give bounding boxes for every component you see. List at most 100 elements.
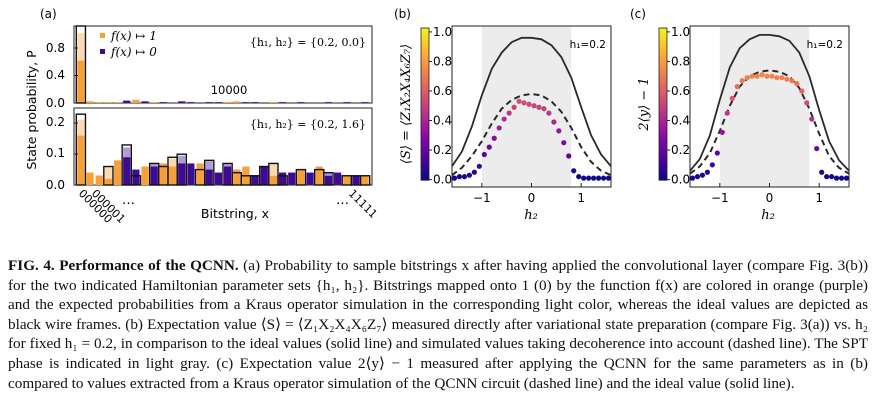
colorbar-segment	[659, 172, 667, 177]
measured-point	[496, 125, 502, 131]
measured-bar	[306, 172, 314, 185]
y-tick-label: 0.4	[433, 114, 452, 128]
colorbar-segment	[421, 31, 429, 37]
measured-bar	[132, 99, 140, 103]
measured-point	[819, 169, 825, 175]
colorbar-frame	[658, 27, 668, 181]
measured-point	[729, 95, 735, 101]
measured-bar	[334, 172, 342, 185]
colorbar-segment	[421, 142, 429, 147]
measured-bar	[159, 163, 167, 185]
measured-point	[734, 83, 740, 90]
measured-point	[809, 116, 815, 122]
colorbar-segment	[659, 164, 667, 170]
measured-bar	[141, 101, 149, 103]
measured-bar	[113, 102, 122, 103]
measured-point	[526, 101, 532, 107]
colorbar-segment	[659, 85, 667, 90]
measured-bar	[150, 102, 158, 103]
colorbar-segment	[659, 96, 667, 101]
measured-bar	[361, 175, 369, 185]
ideal-frame	[75, 25, 87, 104]
colorbar-segment	[421, 145, 429, 151]
colorbar-segment	[421, 126, 429, 132]
measured-bar	[123, 100, 131, 103]
colorbar-frame	[420, 27, 430, 181]
panel-b-colorbar: 0.0 0.2 0.4 0.6 0.8 1.0	[420, 25, 452, 187]
panel-c-plot: −1 0 1	[689, 25, 850, 205]
panel-a-tag: (a)	[40, 7, 57, 21]
colorbar-segment	[421, 107, 429, 113]
colorbar-segment	[421, 81, 429, 86]
ideal-line	[689, 34, 850, 172]
measured-point	[576, 174, 582, 180]
colorbar-segment	[421, 39, 429, 44]
panel-b-ylabel: ⟨S⟩ = ⟨Z₁X₂X₄X₆Z₇⟩	[399, 44, 414, 164]
y-tick-label: 0.0	[671, 173, 690, 187]
colorbar-segment	[421, 157, 429, 162]
measured-bar	[343, 175, 351, 185]
measured-bar	[343, 102, 351, 103]
colorbar-segment	[659, 39, 667, 44]
colorbar-segment	[659, 50, 667, 56]
legend-label-zero: f(x) ↦ 0	[110, 45, 157, 59]
measured-point	[556, 128, 562, 134]
measured-point	[581, 175, 587, 181]
measured-point	[551, 119, 557, 125]
y-tick-label: 1.0	[671, 25, 690, 39]
measured-point	[511, 104, 517, 110]
y-tick-label: 0.4	[671, 114, 690, 128]
colorbar-segment	[421, 161, 429, 166]
a-top-ytick-2: 0.8	[46, 41, 65, 55]
measured-bar	[123, 157, 131, 185]
colorbar-segment	[659, 104, 667, 109]
measured-point	[541, 106, 547, 112]
measured-point	[481, 151, 487, 158]
measured-point	[516, 98, 522, 104]
measured-point	[838, 175, 845, 181]
measured-point	[461, 174, 468, 180]
colorbar-segment	[421, 168, 429, 174]
measured-point	[605, 175, 612, 181]
measured-point	[600, 175, 607, 181]
measured-bar	[205, 102, 213, 103]
y-tick-label: 0.2	[433, 143, 452, 157]
measured-point	[561, 140, 567, 146]
measured-bar	[242, 102, 250, 103]
colorbar-segment	[659, 69, 667, 75]
y-tick-label: 0.6	[671, 84, 690, 98]
measured-point	[689, 175, 696, 181]
ideal-frame	[268, 162, 279, 186]
colorbar-segment	[421, 43, 429, 48]
measured-point	[466, 172, 472, 178]
measured-bar	[324, 102, 333, 103]
measured-bar	[233, 101, 241, 103]
colorbar-segment	[421, 100, 429, 105]
measured-point	[833, 175, 840, 181]
colorbar-segment	[421, 164, 429, 170]
ideal-frame	[121, 144, 132, 186]
colorbar-segment	[659, 157, 667, 162]
measured-point	[566, 153, 572, 159]
measured-point	[476, 163, 482, 169]
measured-point	[799, 88, 805, 94]
colorbar-segment	[659, 81, 667, 86]
measured-point	[759, 72, 765, 78]
panel-c-ylabel: 2⟨y⟩ − 1	[637, 77, 652, 131]
colorbar-segment	[659, 43, 667, 48]
colorbar-segment	[659, 107, 667, 113]
measured-point	[764, 73, 770, 79]
legend-label-one: f(x) ↦ 1	[110, 29, 157, 43]
measured-point	[571, 168, 577, 174]
measured-bar	[141, 166, 149, 185]
panel-a-top-axes	[73, 25, 373, 104]
caption-title: Performance of the QCNN.	[59, 257, 239, 274]
measured-bar	[260, 166, 268, 185]
colorbar-segment	[421, 58, 429, 63]
measured-bar	[95, 102, 103, 103]
measured-point	[814, 145, 820, 152]
ideal-frame	[323, 171, 334, 186]
measured-bar	[113, 160, 122, 185]
colorbar-segment	[659, 54, 667, 59]
y-tick-label: 0.0	[433, 173, 452, 187]
